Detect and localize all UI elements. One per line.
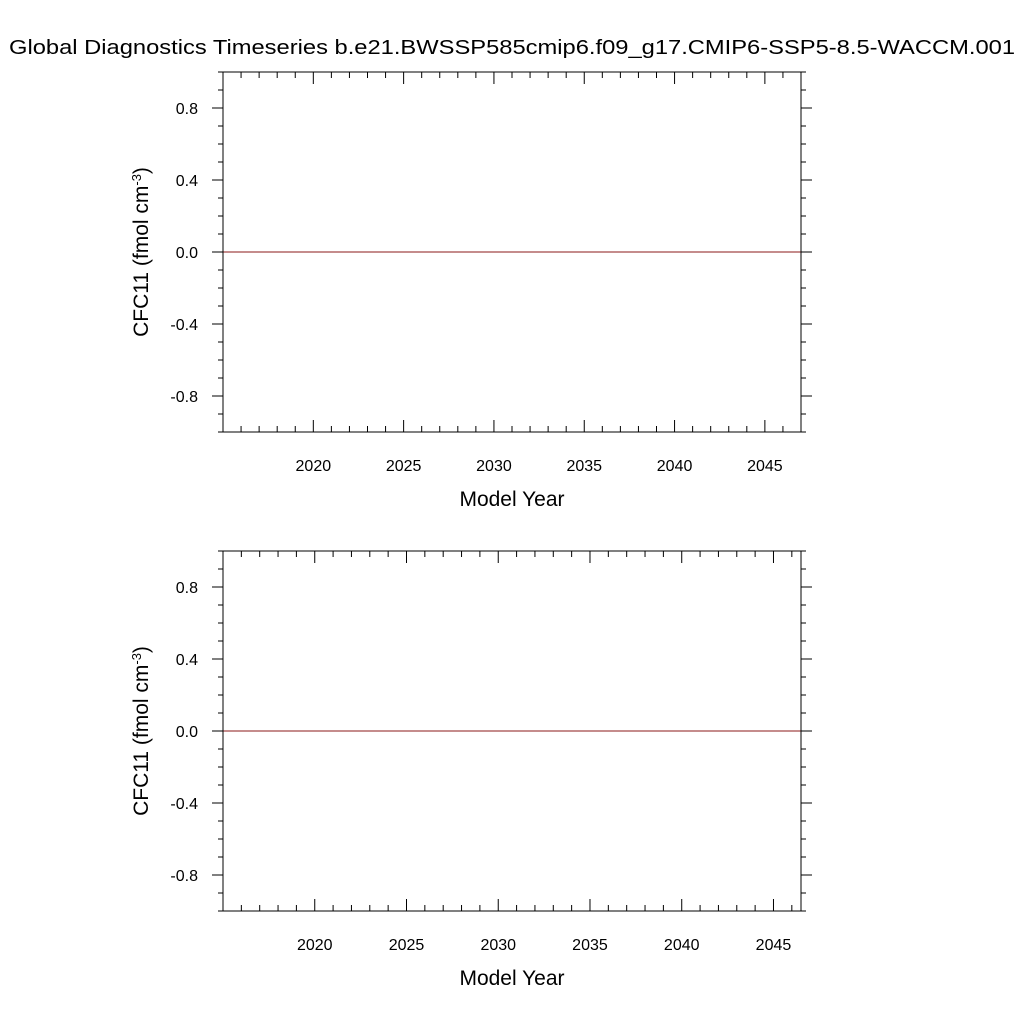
top-panel-x-tick-label: 2045 [747,458,783,475]
bottom-panel-x-tick-label: 2040 [664,937,700,954]
top-panel-ticks [212,71,812,433]
top-panel-frame [222,71,802,433]
bottom-panel-y-tick-label: 0.8 [176,580,198,597]
bottom-panel-x-tick-label: 2030 [480,937,516,954]
bottom-panel: 2020 2025 2030 2035 2040 2045 0.8 0.4 0.0 -0.4 -0… [129,550,812,990]
bottom-panel-y-axis-label-close: ) [130,646,153,653]
bottom-panel-x-tick-labels: 2020 2025 2030 2035 2040 2045 [297,937,791,954]
bottom-panel-y-tick-label: 0.4 [176,652,198,669]
bottom-panel-x-tick-label: 2045 [756,937,792,954]
bottom-panel-y-tick-label: -0.8 [170,868,198,885]
top-panel-y-tick-label: 0.8 [176,101,198,118]
top-panel-y-tick-label: -0.4 [170,317,198,334]
bottom-panel-y-axis-label-text: CFC11 (fmol cm [130,665,153,816]
top-panel-y-axis-label-exponent: -3 [129,174,144,186]
bottom-panel-x-tick-label: 2025 [389,937,425,954]
bottom-panel-y-tick-label: -0.4 [170,796,198,813]
top-panel-y-tick-labels: 0.8 0.4 0.0 -0.4 -0.8 [170,101,198,406]
top-panel-x-tick-labels: 2020 2025 2030 2035 2040 2045 [296,458,783,475]
bottom-panel-y-axis-label-exponent: -3 [129,653,144,665]
bottom-panel-y-axis-label: CFC11 (fmol cm-3) [129,646,154,816]
bottom-panel-x-tick-label: 2020 [297,937,333,954]
top-panel-y-tick-label: 0.4 [176,173,198,190]
page-title: Global Diagnostics Timeseries b.e21.BWSS… [9,37,1015,59]
bottom-panel-y-tick-label: 0.0 [176,724,198,741]
top-panel-x-tick-label: 2025 [386,458,422,475]
top-panel-x-axis-label: Model Year [459,488,564,511]
bottom-panel-x-axis-label: Model Year [459,967,564,990]
top-panel-x-tick-label: 2020 [296,458,332,475]
top-panel-y-axis-label-text: CFC11 (fmol cm [130,186,153,337]
top-panel: 2020 2025 2030 2035 2040 2045 0.8 0.4 0.0 -0.4 -0… [129,71,812,511]
top-panel-x-tick-label: 2040 [657,458,693,475]
top-panel-y-axis-label-close: ) [130,167,153,174]
bottom-panel-x-tick-label: 2035 [572,937,608,954]
bottom-panel-frame [222,550,802,912]
bottom-panel-ticks [212,550,812,912]
top-panel-y-tick-label: -0.8 [170,389,198,406]
bottom-panel-y-tick-labels: 0.8 0.4 0.0 -0.4 -0.8 [170,580,198,885]
top-panel-x-tick-label: 2030 [476,458,512,475]
top-panel-y-tick-label: 0.0 [176,245,198,262]
top-panel-x-tick-label: 2035 [566,458,602,475]
top-panel-y-axis-label: CFC11 (fmol cm-3) [129,167,154,337]
